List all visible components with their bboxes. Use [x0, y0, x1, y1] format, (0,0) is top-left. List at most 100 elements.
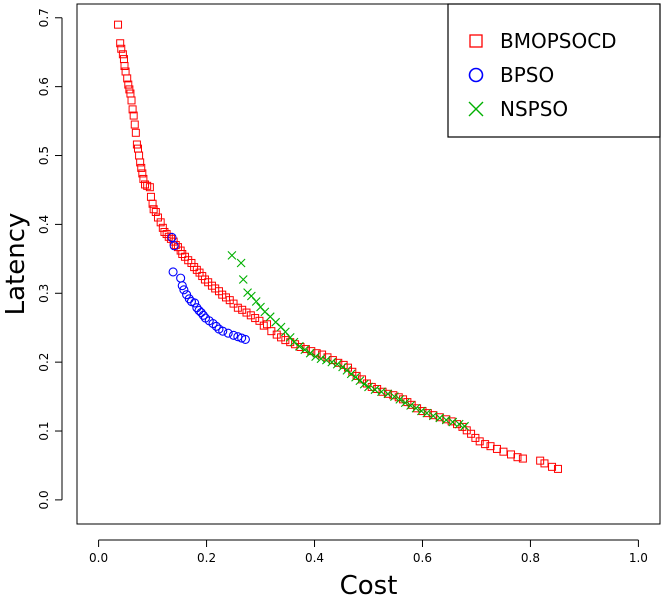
nspso-point: [332, 359, 342, 369]
bmopsocd-point: [475, 437, 484, 446]
bmopsocd-point: [141, 180, 150, 189]
bmopsocd-point: [233, 303, 242, 312]
nspso-point: [435, 413, 445, 423]
bpso-point: [168, 267, 178, 277]
bpso-point: [228, 330, 239, 340]
legend-marker: [468, 67, 484, 83]
bmopsocd-point: [251, 314, 260, 323]
bmopsocd-point: [166, 234, 175, 243]
bmopsocd-point: [190, 263, 199, 272]
bmopsocd-point: [238, 305, 247, 314]
bmopsocd-point: [553, 464, 562, 473]
legend-marker: [468, 101, 484, 117]
nspso-point: [311, 352, 320, 362]
nspso-point: [227, 251, 237, 260]
bmopsocd-point: [129, 111, 138, 120]
nspso-point: [454, 419, 464, 429]
bpso-point: [218, 326, 228, 336]
bmopsocd-point: [242, 308, 251, 317]
y-axis: 0.0 0.1 0.2 0.3 0.4 0.5 0.6 0.7: [37, 8, 63, 509]
bmopsocd-point: [518, 454, 527, 463]
x-tick-label: 1.0: [629, 551, 648, 565]
nspso-point: [355, 376, 365, 386]
y-tick-label: 0.0: [37, 490, 51, 509]
legend-item-bpso: BPSO: [468, 63, 554, 87]
y-tick-label: 0.2: [37, 353, 51, 372]
nspso-point: [289, 337, 299, 347]
nspso-point: [322, 355, 331, 365]
bpso-point: [196, 308, 206, 318]
bmopsocd-point: [128, 105, 137, 114]
nspso-point: [441, 415, 451, 425]
bmopsocd-point: [499, 447, 508, 456]
bmopsocd-point: [277, 333, 286, 342]
legend-label: BPSO: [500, 63, 554, 87]
bmopsocd-point: [145, 183, 154, 192]
bpso-point: [240, 334, 250, 344]
legend-item-nspso: NSPSO: [468, 97, 568, 121]
nspso-point: [460, 421, 469, 431]
bmopsocd-point: [117, 44, 126, 53]
x-axis-title: Cost: [340, 571, 398, 601]
nspso-point: [236, 258, 246, 268]
data-points: [114, 20, 562, 473]
nspso-point: [428, 411, 438, 421]
y-tick-label: 0.1: [37, 421, 51, 440]
bmopsocd-point: [492, 444, 501, 453]
bmopsocd-point: [296, 342, 305, 351]
nspso-point: [411, 403, 421, 413]
bpso-point: [208, 319, 218, 329]
legend-label: BMOPSOCD: [500, 29, 617, 53]
bmopsocd-point: [536, 456, 545, 465]
y-tick-label: 0.4: [37, 215, 51, 234]
bpso-point: [237, 333, 247, 343]
nspso-point: [338, 362, 347, 372]
bmopsocd-point: [123, 74, 132, 83]
bmopsocd-point: [151, 208, 160, 216]
bmopsocd-point: [143, 181, 152, 190]
bmopsocd-point: [137, 163, 146, 172]
bmopsocd-point: [467, 429, 476, 438]
bmopsocd-point: [136, 158, 145, 167]
nspso-point: [285, 332, 295, 342]
nspso-point: [448, 417, 458, 427]
bmopsocd-point: [187, 258, 196, 267]
legend-label: NSPSO: [500, 97, 568, 121]
x-tick-label: 0.6: [413, 551, 432, 565]
bmopsocd-point: [160, 227, 169, 236]
nspso-point: [342, 366, 352, 375]
nspso-point: [359, 379, 369, 389]
legend-box: [447, 3, 661, 138]
series-bpso: [167, 232, 250, 344]
bmopsocd-point: [124, 80, 133, 89]
bmopsocd-point: [114, 20, 123, 29]
nspso-point: [406, 401, 415, 410]
y-axis-title: Latency: [1, 213, 31, 316]
nspso-point: [383, 389, 393, 399]
bmopsocd-point: [229, 299, 238, 308]
nspso-point: [238, 275, 248, 284]
nspso-point: [251, 297, 261, 306]
bmopsocd-point: [481, 440, 490, 449]
bmopsocd-point: [149, 205, 158, 214]
bmopsocd-point: [156, 218, 165, 227]
bmopsocd-point: [116, 39, 125, 48]
bmopsocd-point: [255, 316, 264, 325]
y-tick-label: 0.5: [37, 146, 51, 165]
bmopsocd-point: [132, 140, 141, 149]
x-axis: 0.0 0.2 0.4 0.6 0.8 1.0: [89, 539, 648, 565]
nspso-point: [370, 385, 380, 395]
x-tick-label: 0.2: [197, 551, 216, 565]
legend: BMOPSOCD BPSO NSPSO: [447, 3, 661, 138]
bpso-point: [177, 281, 187, 291]
bmopsocd-point: [178, 250, 187, 259]
bmopsocd-point: [118, 50, 127, 59]
bpso-point: [167, 232, 177, 243]
nspso-point: [364, 382, 373, 392]
nspso-point: [395, 394, 405, 404]
bmopsocd-point: [130, 120, 139, 129]
bpso-point: [179, 285, 189, 295]
bmopsocd-point: [272, 330, 281, 339]
bmopsocd-point: [334, 358, 343, 367]
